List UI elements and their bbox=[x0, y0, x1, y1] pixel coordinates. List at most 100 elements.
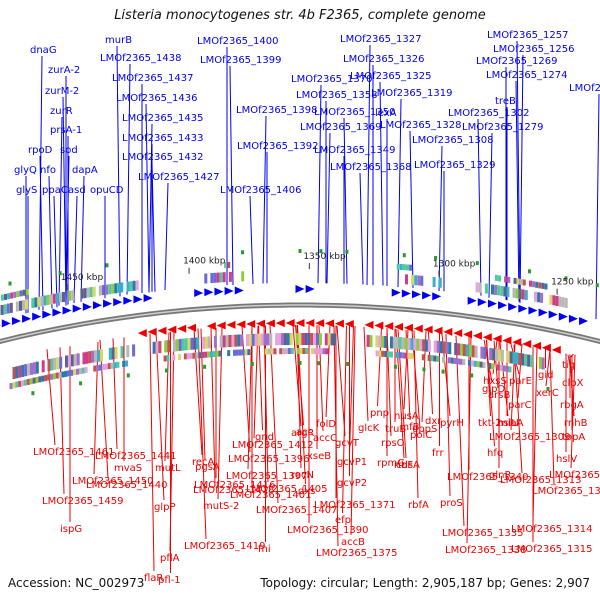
cog-color-block bbox=[108, 347, 112, 360]
feature-tick bbox=[434, 256, 438, 260]
reverse-gene-label: folD bbox=[316, 419, 336, 430]
cog-color-block bbox=[401, 337, 405, 350]
reverse-gene-arrow bbox=[384, 322, 394, 331]
cog-color-block bbox=[107, 363, 111, 370]
cog-color-block bbox=[462, 359, 466, 366]
feature-tracks bbox=[0, 249, 599, 396]
reverse-gene-label: mutL bbox=[155, 463, 181, 474]
cog-color-block bbox=[333, 333, 337, 346]
reverse-gene-label: LMOf2365_1335 bbox=[442, 528, 524, 539]
cog-color-block bbox=[207, 351, 210, 358]
cog-color-block bbox=[502, 365, 506, 372]
reverse-callout-line bbox=[545, 349, 551, 387]
cog-color-block bbox=[470, 360, 474, 367]
reverse-gene-label: LMOf2365_1401 bbox=[230, 490, 312, 501]
cog-color-block bbox=[251, 333, 255, 346]
forward-gene-label: LMOf2365_1350 bbox=[314, 107, 396, 118]
feature-tick bbox=[165, 368, 168, 373]
reverse-callout-line bbox=[247, 326, 253, 470]
reverse-gene-label: flaR bbox=[144, 573, 163, 584]
cog-color-block bbox=[56, 357, 60, 370]
reverse-gene-label: LMOf2365_1405 bbox=[246, 484, 328, 495]
reverse-gene-label: parC bbox=[508, 400, 532, 411]
cog-color-block bbox=[436, 340, 440, 353]
cog-color-block bbox=[462, 344, 466, 357]
cog-color-block bbox=[419, 339, 423, 351]
cog-color-block bbox=[549, 294, 553, 305]
forward-gene-label: zurM-2 bbox=[45, 86, 79, 97]
forward-gene-label: LMOf2365_1256 bbox=[493, 44, 575, 55]
reverse-gene-label: parE bbox=[509, 376, 532, 387]
cog-color-block bbox=[491, 363, 495, 370]
cog-color-block bbox=[172, 354, 176, 361]
cog-color-block bbox=[193, 337, 197, 350]
reverse-gene-label: LMOf2365_1396 bbox=[228, 454, 310, 465]
cog-color-block bbox=[513, 277, 517, 284]
cog-color-block bbox=[196, 337, 200, 350]
cog-color-block bbox=[219, 272, 223, 283]
forward-gene-label: zurR bbox=[50, 106, 73, 117]
cog-color-block bbox=[178, 354, 182, 360]
forward-gene-arrow bbox=[477, 298, 487, 307]
cog-color-block bbox=[281, 333, 284, 346]
forward-gene-arrow bbox=[72, 304, 82, 313]
reverse-gene-arrow bbox=[551, 345, 561, 354]
forward-callout-line bbox=[366, 44, 371, 285]
cog-color-block bbox=[296, 348, 300, 354]
cog-color-block bbox=[438, 277, 442, 288]
cog-color-block bbox=[240, 334, 244, 347]
cog-color-block bbox=[0, 305, 4, 315]
reverse-gene-label: LMOf2365_1397 bbox=[226, 471, 308, 482]
reverse-gene-label: argR bbox=[291, 428, 314, 439]
reverse-gene-arrow bbox=[541, 343, 551, 352]
cog-color-block bbox=[433, 340, 437, 353]
cog-color-block bbox=[392, 336, 396, 349]
reverse-gene-arrow bbox=[265, 319, 275, 328]
forward-callout-line bbox=[477, 118, 482, 296]
forward-gene-label: dnaG bbox=[30, 45, 57, 56]
reverse-gene-label: glpP bbox=[154, 502, 176, 513]
reverse-gene-arrow bbox=[285, 319, 295, 328]
cog-color-block bbox=[448, 342, 452, 355]
cog-color-block bbox=[212, 351, 216, 357]
kbp-label: 1250 kbp bbox=[551, 278, 594, 288]
forward-gene-arrow bbox=[295, 285, 305, 293]
cog-color-block bbox=[61, 371, 65, 378]
cog-color-block bbox=[12, 367, 16, 379]
forward-gene-arrow bbox=[194, 289, 204, 298]
cog-color-block bbox=[58, 372, 62, 378]
cog-color-block bbox=[305, 348, 309, 354]
cog-color-block bbox=[532, 281, 536, 288]
cog-color-block bbox=[279, 348, 283, 355]
cog-color-block bbox=[266, 333, 270, 346]
cog-color-block bbox=[476, 361, 480, 368]
cog-color-block bbox=[44, 375, 48, 382]
cog-color-block bbox=[494, 274, 498, 281]
cog-color-block bbox=[313, 348, 317, 355]
cog-color-block bbox=[241, 349, 245, 356]
cog-color-block bbox=[0, 294, 4, 301]
cog-color-block bbox=[313, 333, 317, 346]
reverse-gene-label: gcvT bbox=[335, 438, 360, 449]
cog-color-block bbox=[85, 351, 89, 364]
reverse-callout-line bbox=[395, 329, 405, 459]
cog-color-block bbox=[167, 340, 171, 353]
cog-color-block bbox=[53, 357, 57, 370]
forward-gene-label: LMOf2365_1358 bbox=[296, 90, 378, 101]
cog-color-block bbox=[395, 351, 399, 358]
forward-callout-line bbox=[151, 162, 156, 292]
forward-gene-arrow bbox=[52, 308, 62, 317]
reverse-gene-arrow bbox=[463, 330, 473, 339]
cog-color-block bbox=[263, 333, 267, 346]
cog-color-block bbox=[307, 333, 311, 345]
cog-color-block bbox=[390, 351, 393, 358]
feature-tick bbox=[79, 381, 83, 386]
cog-color-block bbox=[381, 335, 385, 348]
forward-callout-line bbox=[317, 84, 322, 284]
cog-color-block bbox=[298, 333, 302, 345]
cog-color-block bbox=[468, 359, 471, 366]
cog-color-block bbox=[15, 381, 19, 388]
forward-gene-label: sod bbox=[60, 145, 78, 156]
cog-color-block bbox=[260, 333, 264, 346]
reverse-gene-label: mutS-2 bbox=[203, 501, 239, 512]
